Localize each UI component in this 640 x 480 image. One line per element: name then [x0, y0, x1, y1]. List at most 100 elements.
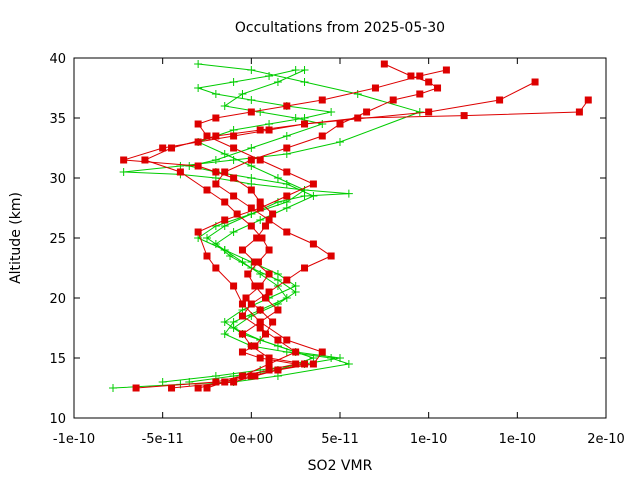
plot-frame: [73, 57, 607, 419]
red-series-point: [194, 138, 202, 146]
green-series-point: [229, 78, 238, 86]
x-tick-label: 1e-10: [499, 432, 537, 447]
red-series-point: [176, 168, 184, 176]
green-series-point: [194, 84, 203, 92]
x-tick-label: 5e-11: [321, 432, 359, 447]
red-series-point: [265, 216, 273, 224]
red-series-point: [258, 234, 266, 242]
green-series-point: [247, 96, 256, 104]
red-series-point: [283, 192, 291, 200]
red-series-point: [301, 120, 309, 128]
green-series-point: [256, 270, 265, 278]
red-series-point: [265, 126, 273, 134]
plot-content: [109, 60, 592, 392]
x-tick-label: 1e-10: [410, 432, 448, 447]
red-series-point: [262, 222, 270, 230]
red-series-point: [256, 204, 264, 212]
green-series-point: [327, 354, 336, 362]
red-series-point: [247, 300, 255, 308]
green-series-point: [336, 354, 344, 362]
red-series-point: [159, 144, 167, 152]
green-series-point: [344, 360, 353, 368]
red-series-point: [212, 114, 220, 122]
green-series-point: [229, 156, 238, 164]
red-series-point: [221, 168, 229, 176]
green-series-point: [300, 78, 309, 86]
red-series-point: [221, 216, 229, 224]
y-tick-label: 40: [49, 52, 66, 67]
red-series-point: [389, 96, 397, 104]
red-series-point: [531, 78, 539, 86]
red-series-point: [212, 264, 220, 272]
red-series-point: [230, 378, 238, 386]
green-series-point: [211, 222, 220, 230]
red-series-point: [256, 318, 264, 326]
red-series-point: [212, 132, 220, 140]
axes: -1e-10 -5e-11 0e+00 5e-11 1e-10 1e-10 2e-10 10 1…: [49, 52, 624, 447]
red-series-point: [253, 234, 261, 242]
green-series-point: [247, 66, 256, 74]
red-series-point: [371, 84, 379, 92]
red-series-point: [238, 372, 246, 380]
red-series-point: [251, 342, 259, 350]
green-series-point: [220, 150, 229, 158]
red-series-point: [244, 270, 252, 278]
red-series-point: [141, 156, 149, 164]
green-series-point: [211, 240, 220, 248]
y-tick-label: 35: [49, 112, 66, 127]
green-series-point: [211, 156, 220, 164]
x-tick-label: -5e-11: [142, 432, 184, 447]
green-series-point: [220, 330, 229, 338]
red-series-point: [301, 264, 309, 272]
red-series-point: [233, 210, 241, 218]
green-series-point: [211, 90, 220, 98]
red-series-point: [203, 252, 211, 260]
red-series-point: [242, 294, 250, 302]
green-series-point: [273, 174, 282, 182]
red-series-point: [496, 96, 504, 104]
red-series-point: [265, 366, 273, 374]
red-series-point: [354, 114, 362, 122]
red-series-point: [265, 354, 273, 362]
red-series-point: [256, 156, 264, 164]
green-series-point: [194, 60, 203, 68]
red-series-point: [269, 210, 277, 218]
green-series-point: [256, 216, 265, 224]
red-series-point: [283, 102, 291, 110]
red-series-point: [230, 144, 238, 152]
green-series-point: [282, 180, 291, 188]
red-series-point: [292, 348, 300, 356]
red-series-point: [442, 66, 450, 74]
red-series-point: [318, 96, 326, 104]
red-series-point: [230, 192, 238, 200]
red-series-point: [460, 112, 468, 120]
red-series-point: [584, 96, 592, 104]
red-series-point: [203, 132, 211, 140]
red-series-point: [336, 120, 344, 128]
red-series-line-1: [143, 99, 589, 389]
x-tick-label: -1e-10: [53, 432, 95, 447]
red-series-point: [168, 144, 176, 152]
red-series-point: [575, 108, 583, 116]
red-series-point: [265, 288, 273, 296]
red-series-point: [194, 384, 202, 392]
green-series-point: [220, 246, 229, 254]
green-series-point: [291, 114, 300, 122]
green-series-point: [353, 90, 362, 98]
red-series-point: [247, 156, 255, 164]
red-series-point: [301, 360, 309, 368]
red-series-point: [283, 144, 291, 152]
y-tick-label: 25: [49, 232, 66, 247]
red-series-point: [230, 132, 238, 140]
red-series-point: [230, 174, 238, 182]
red-series-point: [407, 72, 415, 80]
red-series-point: [265, 270, 273, 278]
red-series-point: [416, 90, 424, 98]
green-series-point: [300, 66, 309, 74]
green-series-point: [220, 318, 229, 326]
green-series-point: [344, 189, 353, 198]
red-series-point: [283, 228, 291, 236]
red-series-point: [132, 384, 140, 392]
red-series-point: [283, 276, 291, 284]
red-series-point: [120, 156, 128, 164]
